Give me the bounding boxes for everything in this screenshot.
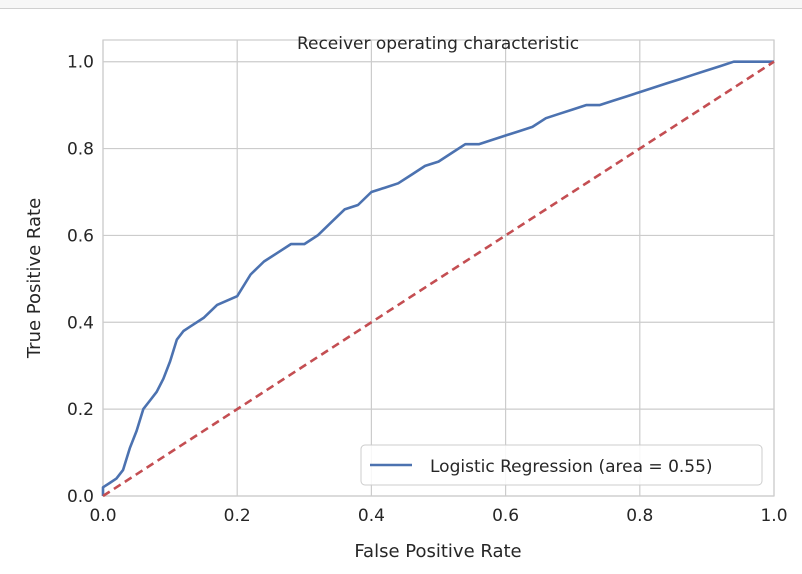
y-tick-label: 0.2 xyxy=(67,400,94,420)
x-tick-label: 0.0 xyxy=(89,506,116,526)
x-axis-label: False Positive Rate xyxy=(354,541,521,562)
x-tick-label: 0.4 xyxy=(358,506,385,526)
window-top-border xyxy=(0,0,802,9)
y-axis-label: True Positive Rate xyxy=(24,198,45,359)
y-tick-label: 0.6 xyxy=(67,226,94,246)
x-tick-label: 0.8 xyxy=(626,506,653,526)
legend-label: Logistic Regression (area = 0.55) xyxy=(430,457,713,477)
y-tick-label: 0.8 xyxy=(67,140,94,160)
y-tick-label: 1.0 xyxy=(67,53,94,73)
x-tick-label: 1.0 xyxy=(760,506,787,526)
plot-frame xyxy=(102,39,775,497)
plot-area xyxy=(103,40,774,496)
roc-curve-line xyxy=(101,60,774,496)
legend-box xyxy=(360,444,763,486)
tick-labels: 0.0 0.2 0.4 0.6 0.8 1.0 0.0 0.2 0.4 0.6 0.8 1.0 xyxy=(67,53,788,526)
legend: Logistic Regression (area = 0.55) xyxy=(360,444,763,486)
x-tick-label: 0.6 xyxy=(492,506,519,526)
y-tick-label: 0.0 xyxy=(67,487,94,507)
series-layer xyxy=(101,60,775,498)
y-tick-label: 0.4 xyxy=(67,313,94,333)
grid xyxy=(102,40,775,497)
chart-title: Receiver operating characteristic xyxy=(297,34,579,54)
x-tick-label: 0.2 xyxy=(224,506,251,526)
diagonal-baseline-line xyxy=(102,60,775,498)
